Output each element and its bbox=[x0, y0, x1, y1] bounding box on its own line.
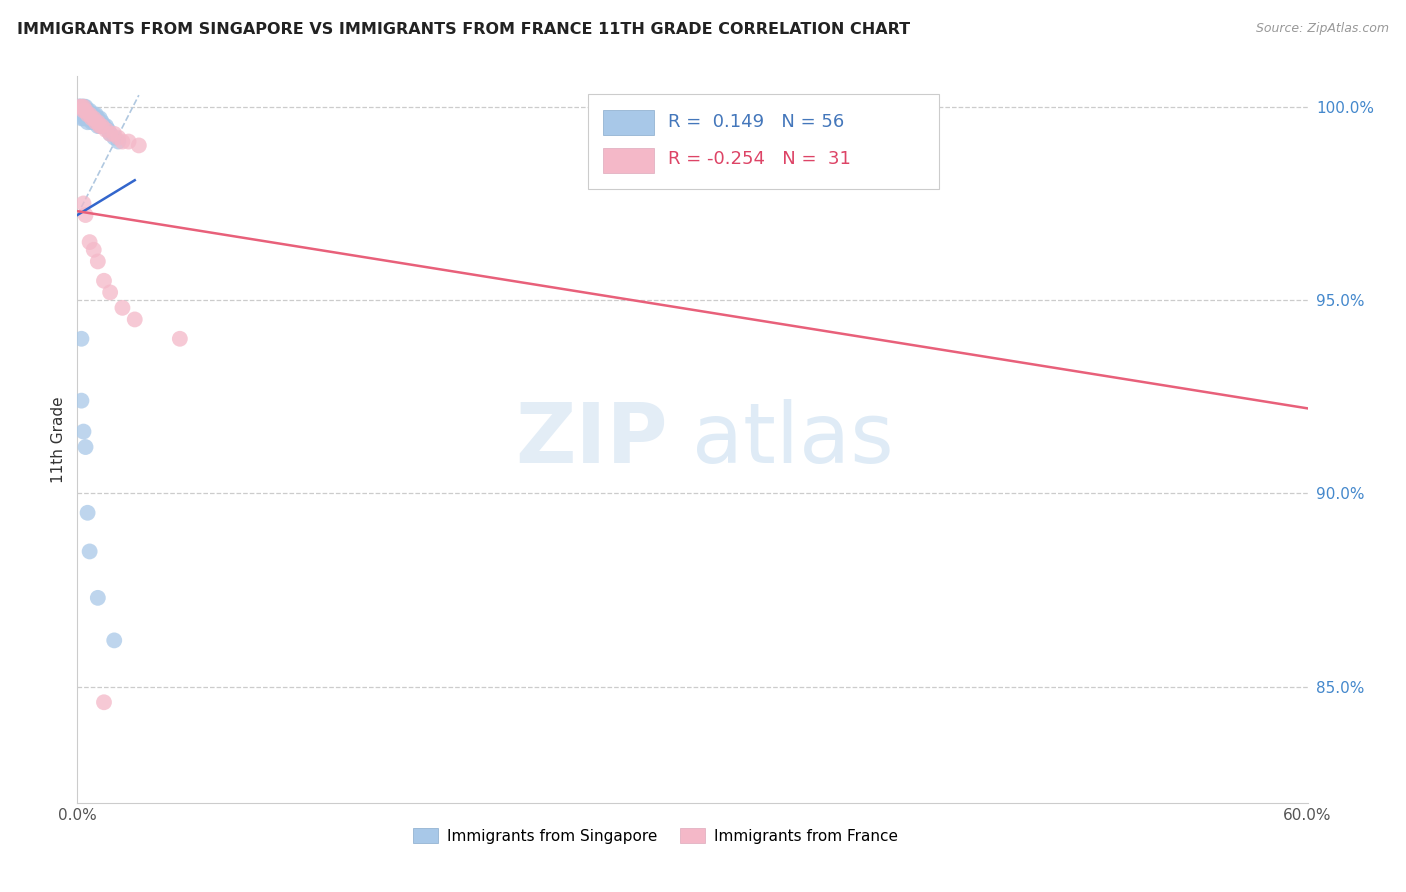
Text: R =  0.149   N = 56: R = 0.149 N = 56 bbox=[668, 112, 844, 130]
Point bbox=[67, 100, 90, 114]
Point bbox=[93, 695, 115, 709]
Point bbox=[97, 123, 120, 137]
Point bbox=[79, 107, 101, 121]
Point bbox=[72, 103, 94, 118]
Point bbox=[80, 115, 103, 129]
Point bbox=[89, 119, 111, 133]
FancyBboxPatch shape bbox=[588, 94, 939, 188]
Point bbox=[103, 130, 125, 145]
Point bbox=[89, 112, 111, 126]
Point bbox=[76, 115, 98, 129]
Point bbox=[87, 112, 110, 126]
Point bbox=[79, 103, 101, 118]
Point bbox=[98, 127, 121, 141]
Point bbox=[67, 100, 90, 114]
Text: atlas: atlas bbox=[693, 399, 894, 480]
Text: R = -0.254   N =  31: R = -0.254 N = 31 bbox=[668, 151, 851, 169]
Text: ZIP: ZIP bbox=[516, 399, 668, 480]
Point bbox=[79, 112, 101, 126]
FancyBboxPatch shape bbox=[603, 148, 654, 172]
Point bbox=[98, 127, 121, 141]
Text: Source: ZipAtlas.com: Source: ZipAtlas.com bbox=[1256, 22, 1389, 36]
Point bbox=[72, 103, 94, 118]
Point bbox=[90, 115, 114, 129]
Point bbox=[79, 235, 101, 249]
Point bbox=[80, 107, 103, 121]
Text: IMMIGRANTS FROM SINGAPORE VS IMMIGRANTS FROM FRANCE 11TH GRADE CORRELATION CHART: IMMIGRANTS FROM SINGAPORE VS IMMIGRANTS … bbox=[17, 22, 910, 37]
Point bbox=[76, 107, 98, 121]
Point bbox=[75, 208, 97, 222]
Point bbox=[79, 544, 101, 558]
Point bbox=[70, 100, 93, 114]
Point bbox=[72, 103, 94, 118]
Point bbox=[72, 100, 94, 114]
Point bbox=[75, 103, 97, 118]
Point bbox=[70, 100, 93, 114]
Legend: Immigrants from Singapore, Immigrants from France: Immigrants from Singapore, Immigrants fr… bbox=[408, 822, 904, 850]
Point bbox=[67, 103, 90, 118]
Point bbox=[70, 393, 93, 408]
Point bbox=[76, 107, 98, 121]
Point bbox=[87, 254, 110, 268]
Point bbox=[75, 107, 97, 121]
Point bbox=[98, 285, 121, 300]
Point bbox=[76, 103, 98, 118]
Point bbox=[76, 112, 98, 126]
Y-axis label: 11th Grade: 11th Grade bbox=[51, 396, 66, 483]
Point bbox=[80, 112, 103, 126]
Point bbox=[75, 440, 97, 454]
Point bbox=[75, 100, 97, 114]
FancyBboxPatch shape bbox=[603, 110, 654, 135]
Point bbox=[72, 107, 94, 121]
Point bbox=[169, 332, 191, 346]
Point bbox=[72, 112, 94, 126]
Point bbox=[87, 119, 110, 133]
Point bbox=[72, 100, 94, 114]
Point bbox=[70, 107, 93, 121]
Point bbox=[67, 100, 90, 114]
Point bbox=[87, 115, 110, 129]
Point bbox=[76, 506, 98, 520]
Point bbox=[83, 107, 105, 121]
Point bbox=[75, 107, 97, 121]
Point bbox=[111, 301, 134, 315]
Point bbox=[84, 107, 107, 121]
Point bbox=[89, 119, 111, 133]
Point bbox=[70, 103, 93, 118]
Point bbox=[72, 425, 94, 439]
Point bbox=[93, 274, 115, 288]
Point bbox=[70, 332, 93, 346]
Point bbox=[79, 107, 101, 121]
Point bbox=[124, 312, 146, 326]
Point bbox=[72, 196, 94, 211]
Point bbox=[80, 112, 103, 126]
Point bbox=[128, 138, 150, 153]
Point bbox=[103, 633, 125, 648]
Point bbox=[75, 103, 97, 118]
Point bbox=[103, 127, 125, 141]
Point bbox=[84, 115, 107, 129]
Point bbox=[93, 119, 115, 133]
Point bbox=[70, 112, 93, 126]
Point bbox=[72, 100, 94, 114]
Point bbox=[70, 100, 93, 114]
Point bbox=[94, 119, 117, 133]
Point bbox=[111, 135, 134, 149]
Point bbox=[90, 119, 114, 133]
Point bbox=[84, 115, 107, 129]
Point bbox=[117, 135, 139, 149]
Point bbox=[83, 115, 105, 129]
Point bbox=[72, 100, 94, 114]
Point bbox=[83, 112, 105, 126]
Point bbox=[94, 123, 117, 137]
Point bbox=[107, 130, 129, 145]
Point bbox=[70, 100, 93, 114]
Point bbox=[87, 591, 110, 605]
Point bbox=[107, 135, 129, 149]
Point bbox=[67, 100, 90, 114]
Point bbox=[83, 243, 105, 257]
Point bbox=[67, 100, 90, 114]
Point bbox=[75, 112, 97, 126]
